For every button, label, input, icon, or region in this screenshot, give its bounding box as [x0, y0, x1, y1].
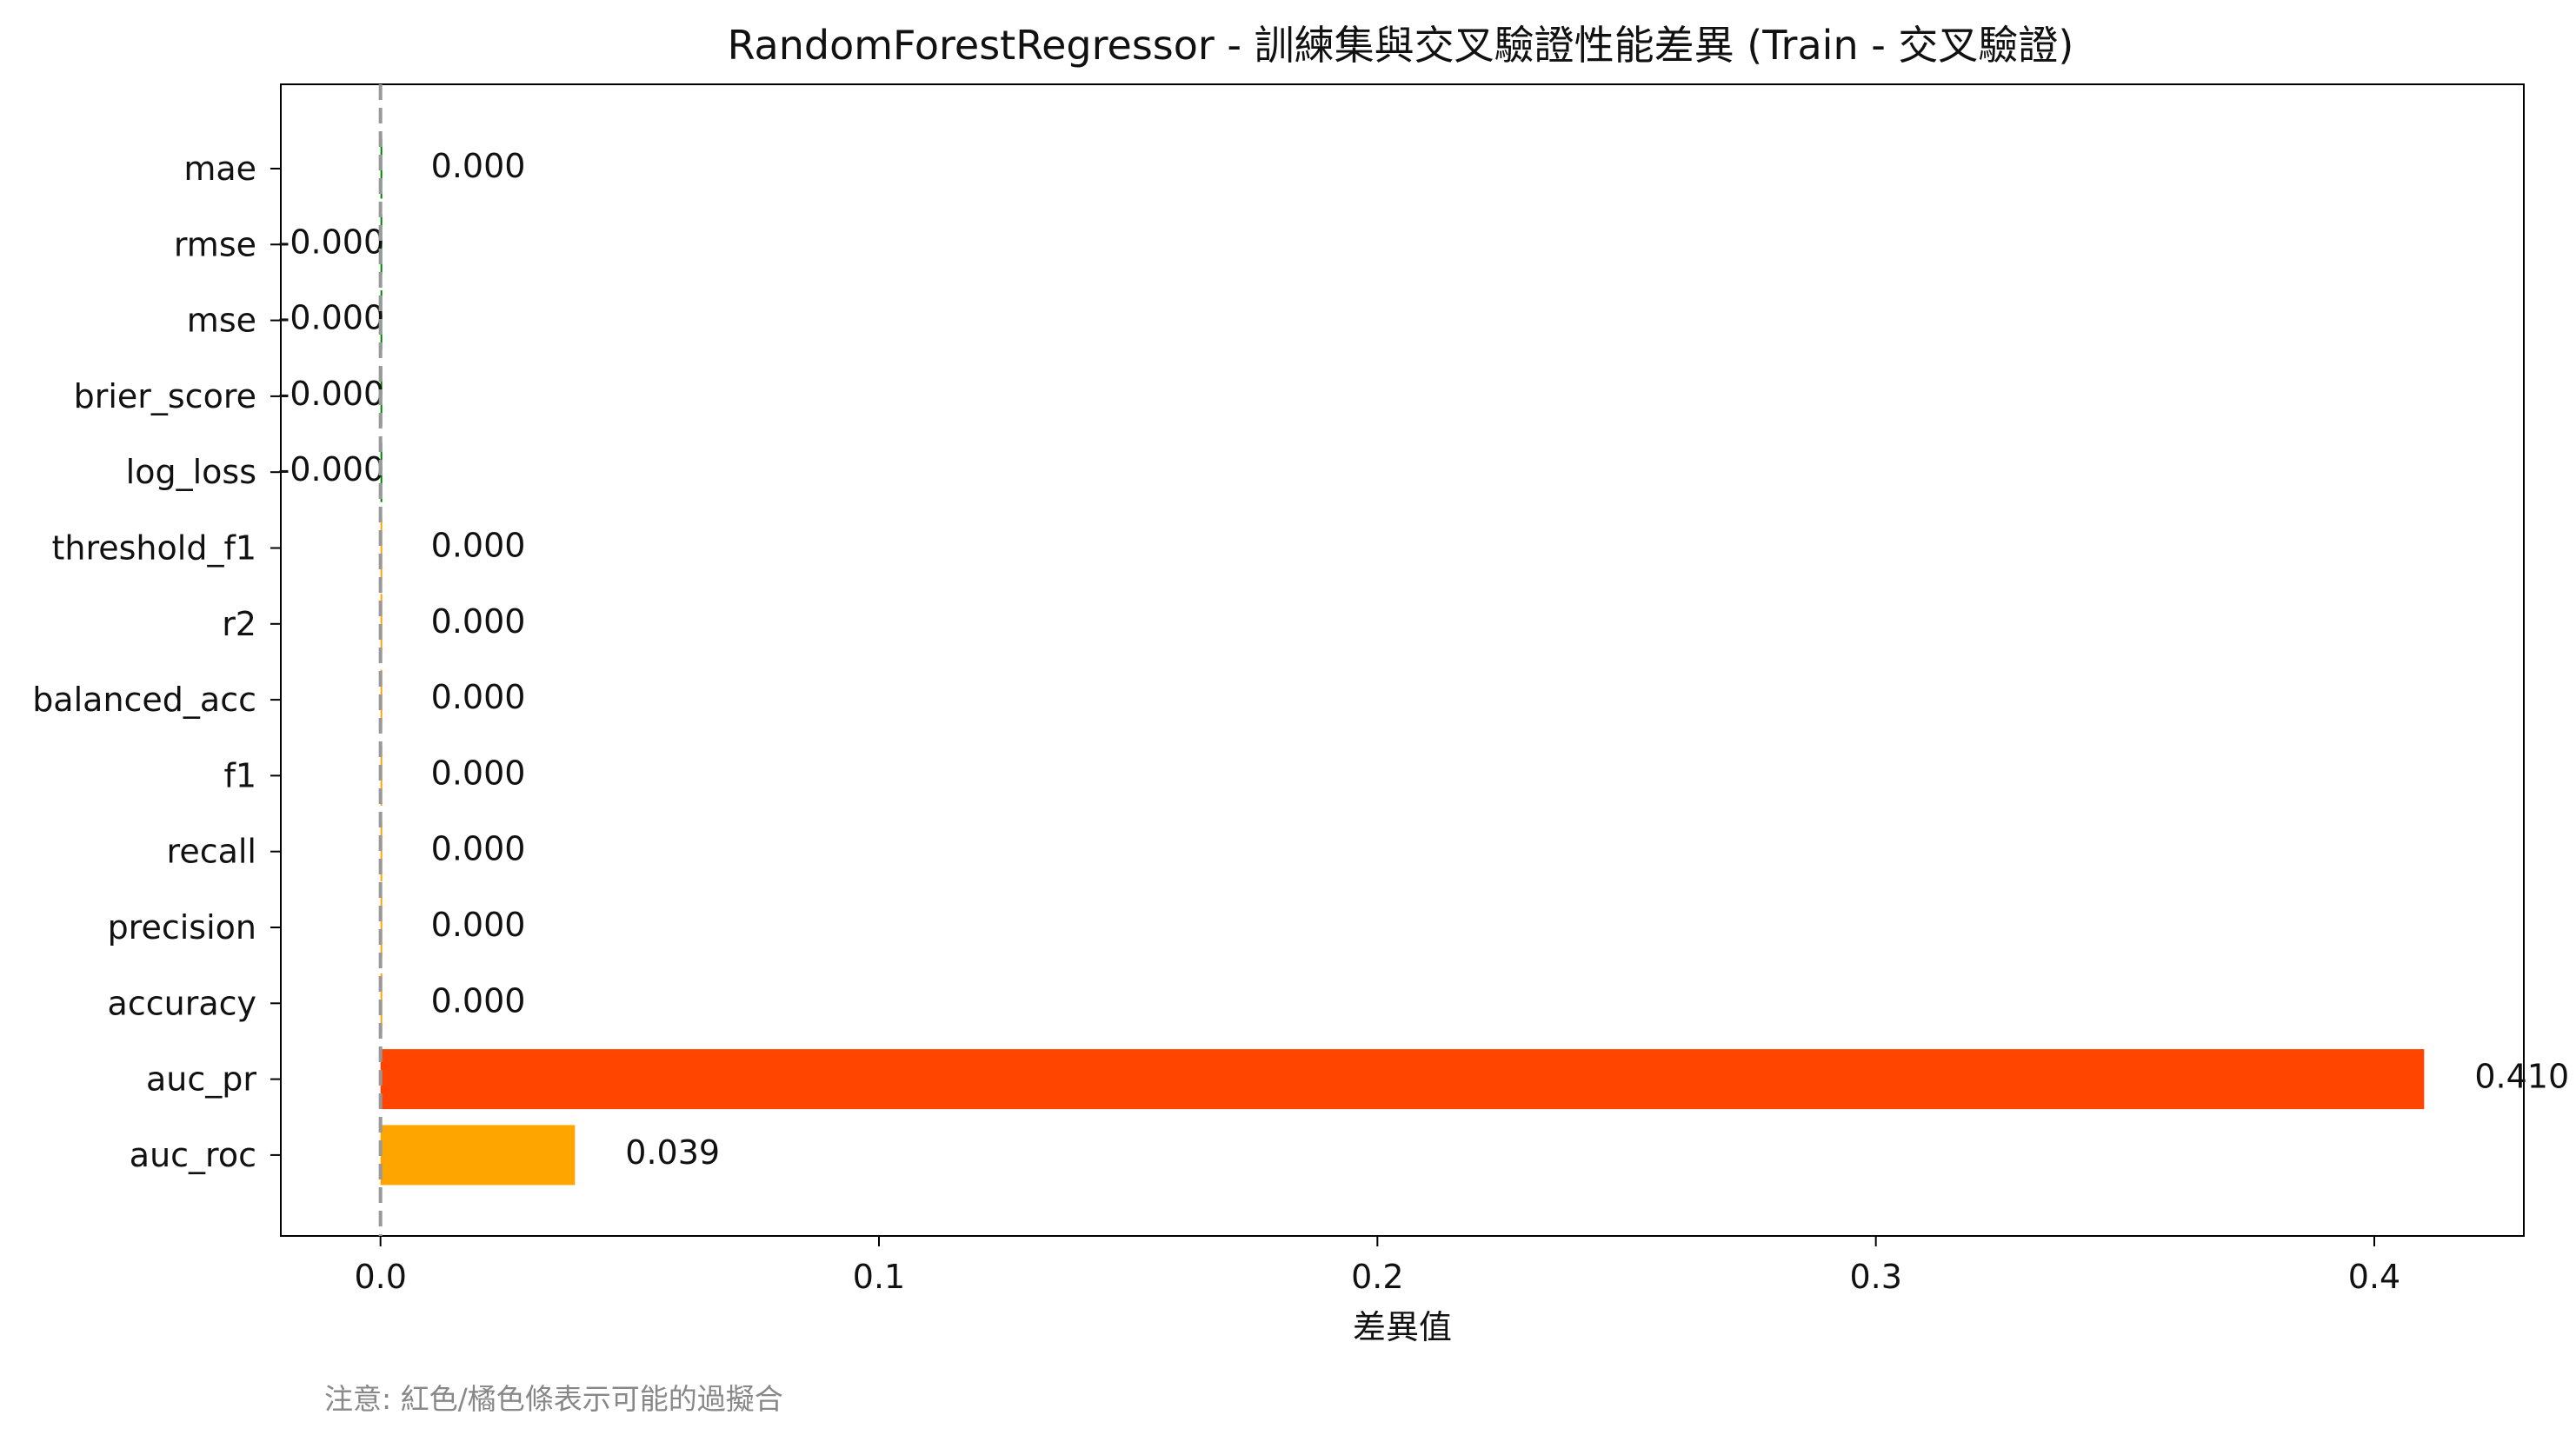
bar-auc_roc	[380, 1125, 576, 1186]
value-label-mse: -0.000	[278, 299, 385, 337]
value-label-rmse: -0.000	[278, 223, 385, 261]
value-label-log_loss: -0.000	[278, 450, 385, 488]
x-tick-label-0.3: 0.3	[1849, 1258, 1901, 1296]
bar-rmse	[380, 214, 383, 275]
value-label-balanced_acc: 0.000	[431, 678, 526, 716]
y-tick-label-recall: recall	[167, 833, 256, 871]
y-tick-label-mse: mse	[187, 302, 256, 340]
x-tick-label-0.1: 0.1	[853, 1258, 905, 1296]
y-tick-label-r2: r2	[222, 605, 256, 643]
y-tick-label-precision: precision	[108, 908, 256, 947]
y-tick-label-auc_roc: auc_roc	[130, 1136, 256, 1174]
y-tick-label-rmse: rmse	[174, 225, 256, 263]
y-tick-label-mae: mae	[183, 149, 256, 188]
x-tick-label-0.2: 0.2	[1351, 1258, 1403, 1296]
bar-auc_pr	[380, 1049, 2425, 1110]
value-label-mae: 0.000	[431, 147, 526, 185]
y-tick-label-brier_score: brier_score	[74, 377, 256, 415]
value-label-recall: 0.000	[431, 830, 526, 868]
y-tick-label-auc_pr: auc_pr	[146, 1060, 256, 1099]
bar-precision	[380, 897, 383, 958]
value-label-precision: 0.000	[431, 906, 526, 944]
x-axis-label: 差異值	[1353, 1308, 1452, 1346]
value-label-auc_roc: 0.039	[625, 1133, 720, 1172]
y-tick-label-threshold_f1: threshold_f1	[51, 529, 256, 568]
x-tick-label-0.4: 0.4	[2348, 1258, 2400, 1296]
value-label-brier_score: -0.000	[278, 375, 385, 413]
footnote: 注意: 紅色/橘色條表示可能的過擬合	[324, 1382, 783, 1416]
y-tick-label-accuracy: accuracy	[108, 984, 256, 1022]
bar-recall	[380, 821, 383, 882]
bar-threshold_f1	[380, 518, 383, 578]
value-label-f1: 0.000	[431, 754, 526, 792]
value-label-accuracy: 0.000	[431, 981, 526, 1020]
value-label-r2: 0.000	[431, 602, 526, 641]
chart-title: RandomForestRegressor - 訓練集與交叉驗證性能差異 (Tr…	[728, 22, 2074, 69]
x-tick-label-0.0: 0.0	[354, 1258, 406, 1296]
plot-frame	[280, 83, 2525, 1237]
y-tick-label-log_loss: log_loss	[126, 453, 256, 491]
bar-r2	[380, 594, 383, 654]
value-label-auc_pr: 0.410	[2474, 1058, 2569, 1096]
value-label-threshold_f1: 0.000	[431, 527, 526, 565]
y-tick-label-f1: f1	[223, 756, 256, 794]
y-tick-label-balanced_acc: balanced_acc	[32, 681, 256, 719]
